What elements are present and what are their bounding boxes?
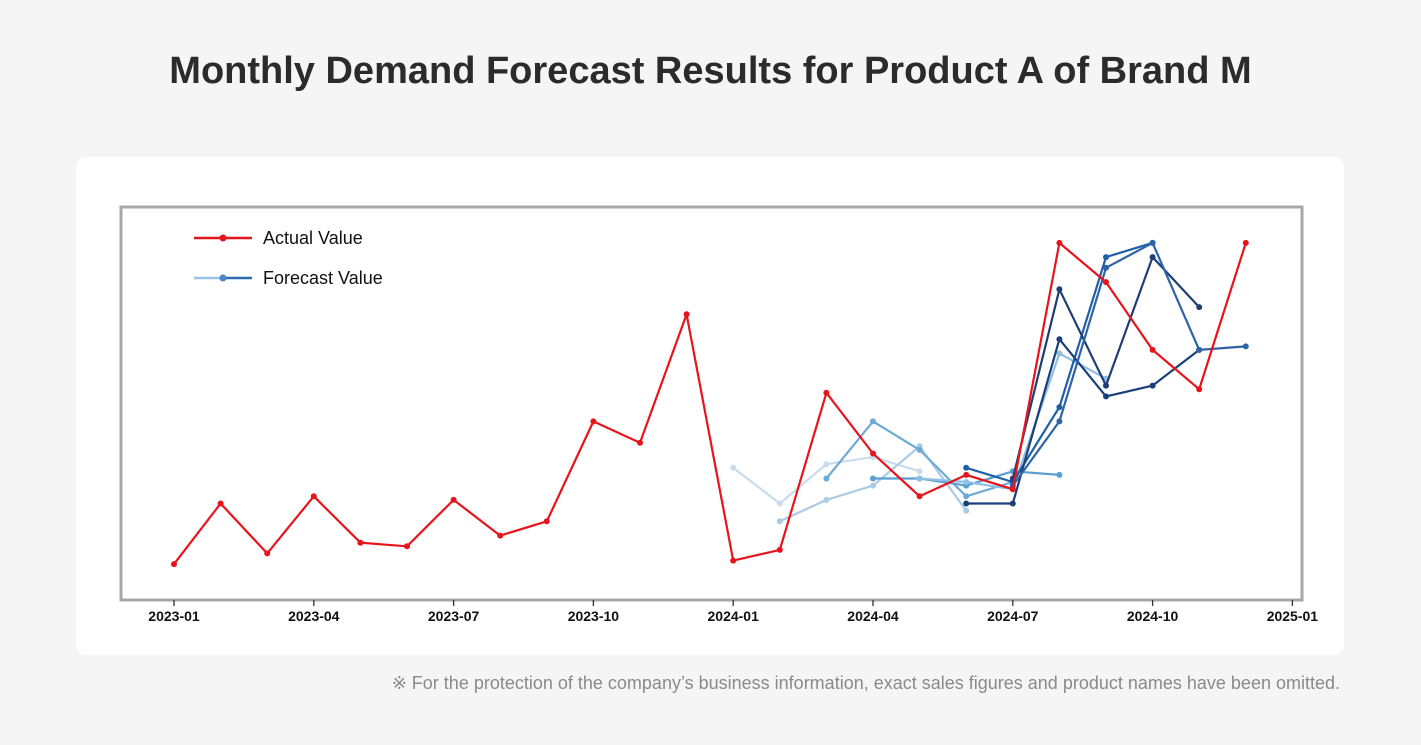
series-forecast-7 bbox=[963, 336, 1203, 507]
data-point-actual-value-2024-01 bbox=[730, 557, 737, 564]
data-point-forecast-7-2024-10 bbox=[1149, 382, 1156, 389]
x-tick-label-2025-01: 2025-01 bbox=[1267, 608, 1319, 624]
data-point-forecast-8-2024-11 bbox=[1196, 304, 1203, 311]
data-point-actual-value-2024-10 bbox=[1149, 346, 1156, 353]
data-point-forecast-4-2024-04 bbox=[870, 475, 876, 482]
data-point-actual-value-2023-09 bbox=[543, 518, 550, 525]
data-point-forecast-3-2024-04 bbox=[870, 418, 876, 425]
data-point-forecast-3-2024-05 bbox=[916, 446, 923, 453]
data-point-forecast-6-2024-06 bbox=[963, 464, 970, 471]
data-point-forecast-9-2024-10 bbox=[1149, 239, 1156, 246]
data-point-actual-value-2023-10 bbox=[590, 418, 597, 425]
data-point-actual-value-2023-12 bbox=[683, 311, 690, 318]
plot-frame bbox=[119, 205, 1304, 602]
series-forecast-8 bbox=[1009, 254, 1203, 482]
data-point-actual-value-2023-06 bbox=[404, 543, 410, 550]
data-point-actual-value-2023-02 bbox=[217, 500, 224, 507]
data-point-forecast-6-2024-08 bbox=[1056, 404, 1063, 411]
data-point-forecast-8-2024-09 bbox=[1103, 382, 1109, 389]
series-layer bbox=[171, 239, 1249, 568]
data-point-forecast-1-2024-05 bbox=[916, 468, 923, 475]
x-tick-label-2023-04: 2023-04 bbox=[288, 608, 340, 624]
data-point-actual-value-2023-07 bbox=[450, 496, 457, 503]
data-point-actual-value-2024-07 bbox=[1009, 486, 1016, 493]
data-point-forecast-9-2024-12 bbox=[1242, 343, 1249, 350]
data-point-forecast-1-2024-02 bbox=[776, 500, 783, 507]
data-point-actual-value-2024-04 bbox=[870, 450, 876, 457]
data-point-forecast-5-2024-05 bbox=[916, 475, 923, 482]
data-point-forecast-3-2024-03 bbox=[823, 475, 830, 482]
chart-title: Monthly Demand Forecast Results for Prod… bbox=[169, 50, 1252, 92]
data-point-actual-value-2023-08 bbox=[497, 532, 504, 539]
data-point-actual-value-2023-11 bbox=[637, 439, 643, 446]
data-point-forecast-7-2024-09 bbox=[1103, 393, 1109, 400]
legend-marker-forecast bbox=[219, 274, 227, 282]
data-point-forecast-4-2024-08 bbox=[1056, 471, 1063, 478]
data-point-forecast-3-2024-06 bbox=[963, 493, 970, 500]
series-forecast-1 bbox=[730, 454, 923, 507]
chart-card: 2023-01 2023-04 2023-07 2023-10 2024-01 2024-… bbox=[76, 157, 1344, 655]
data-point-forecast-2-2024-02 bbox=[776, 518, 783, 525]
data-point-actual-value-2024-11 bbox=[1196, 386, 1203, 393]
data-point-actual-value-2024-03 bbox=[823, 389, 830, 396]
x-tick-label-2023-07: 2023-07 bbox=[428, 608, 480, 624]
data-point-forecast-2-2024-06 bbox=[963, 507, 970, 514]
data-point-forecast-9-2024-09 bbox=[1103, 264, 1109, 271]
data-point-forecast-1-2024-03 bbox=[823, 461, 830, 468]
data-point-forecast-1-2024-01 bbox=[730, 464, 737, 471]
data-point-forecast-7-2024-07 bbox=[1009, 500, 1016, 507]
data-point-forecast-9-2024-11 bbox=[1196, 346, 1203, 353]
series-forecast-9 bbox=[1009, 239, 1249, 489]
data-point-actual-value-2024-05 bbox=[916, 493, 923, 500]
legend-label-forecast: Forecast Value bbox=[263, 268, 383, 288]
legend-label-actual: Actual Value bbox=[263, 228, 363, 248]
line-chart: 2023-01 2023-04 2023-07 2023-10 2024-01 2024-… bbox=[119, 205, 1318, 624]
data-point-actual-value-2023-01 bbox=[171, 561, 177, 568]
data-point-actual-value-2024-08 bbox=[1056, 239, 1063, 246]
data-point-forecast-5-2024-06 bbox=[963, 479, 970, 485]
data-point-actual-value-2024-06 bbox=[963, 471, 970, 478]
series-line-forecast-9 bbox=[1011, 241, 1246, 487]
data-point-forecast-7-2024-08 bbox=[1056, 336, 1063, 343]
series-forecast-2 bbox=[776, 443, 970, 525]
data-point-forecast-5-2024-08 bbox=[1056, 350, 1063, 357]
series-actual-value bbox=[171, 239, 1249, 568]
legend-item-actual: Actual Value bbox=[194, 228, 363, 248]
data-point-actual-value-2024-02 bbox=[776, 546, 783, 553]
data-point-forecast-8-2024-08 bbox=[1056, 286, 1063, 293]
data-point-forecast-2-2024-03 bbox=[823, 496, 830, 503]
data-point-actual-value-2023-05 bbox=[357, 539, 364, 546]
data-point-actual-value-2023-03 bbox=[264, 550, 271, 557]
legend-marker-actual bbox=[219, 234, 227, 242]
footnote: ※ For the protection of the company’s bu… bbox=[391, 673, 1340, 693]
data-point-actual-value-2024-09 bbox=[1103, 279, 1109, 286]
legend: Actual Value Forecast Value bbox=[194, 228, 383, 288]
x-tick-label-2023-10: 2023-10 bbox=[568, 608, 620, 624]
x-tick-label-2024-04: 2024-04 bbox=[847, 608, 899, 624]
data-point-forecast-8-2024-10 bbox=[1149, 254, 1156, 261]
data-point-forecast-6-2024-09 bbox=[1103, 254, 1109, 261]
legend-item-forecast: Forecast Value bbox=[194, 268, 383, 288]
x-tick-label-2024-01: 2024-01 bbox=[708, 608, 760, 624]
data-point-forecast-9-2024-08 bbox=[1056, 418, 1063, 425]
x-tick-label-2023-01: 2023-01 bbox=[148, 608, 200, 624]
series-forecast-3 bbox=[823, 418, 1016, 500]
data-point-actual-value-2023-04 bbox=[310, 493, 317, 500]
series-line-actual-value bbox=[173, 241, 1247, 565]
data-point-forecast-7-2024-06 bbox=[963, 500, 970, 507]
x-tick-label-2024-10: 2024-10 bbox=[1127, 608, 1179, 624]
x-axis: 2023-01 2023-04 2023-07 2023-10 2024-01 2024-… bbox=[148, 600, 1318, 624]
data-point-forecast-2-2024-04 bbox=[870, 482, 876, 489]
series-line-forecast-7 bbox=[966, 338, 1200, 505]
series-forecast-6 bbox=[963, 239, 1156, 485]
series-line-forecast-6 bbox=[965, 241, 1153, 484]
x-tick-label-2024-07: 2024-07 bbox=[987, 608, 1039, 624]
data-point-actual-value-2024-12 bbox=[1242, 239, 1249, 246]
